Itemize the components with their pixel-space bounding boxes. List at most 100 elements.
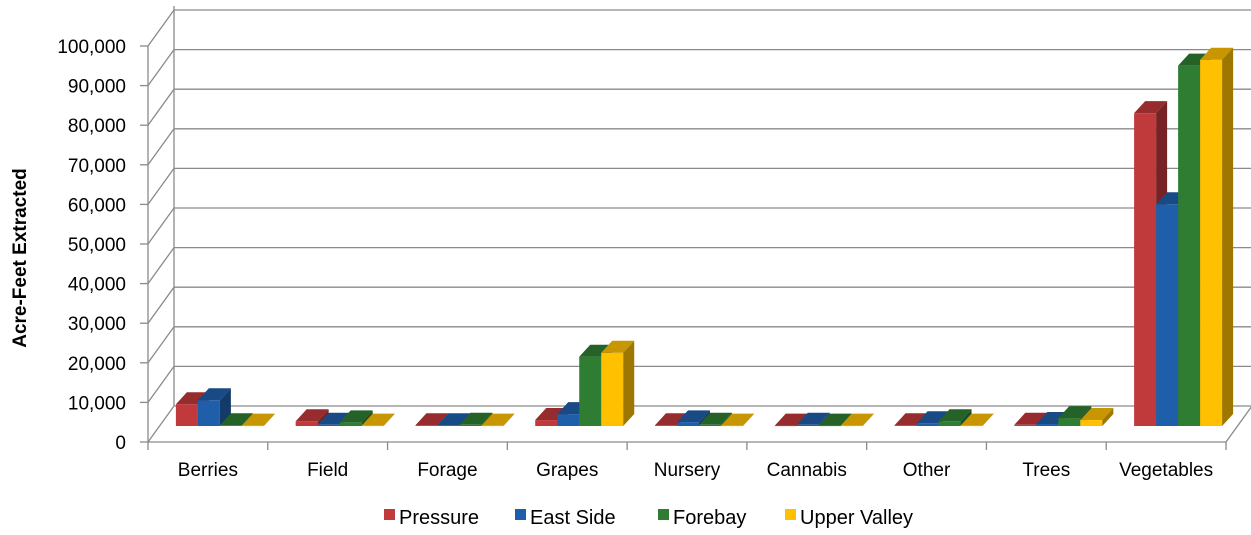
y-tick-label: 50,000 (68, 235, 126, 256)
bar-front (840, 425, 863, 427)
bar-front (197, 400, 220, 426)
bar-front (796, 424, 819, 426)
bar-side (361, 410, 373, 426)
x-category-label: Field (307, 460, 348, 481)
legend-swatch (515, 509, 526, 520)
bar-front (699, 424, 721, 426)
bar-side (862, 413, 874, 426)
y-tick-label: 40,000 (68, 275, 126, 296)
bar-front (175, 404, 198, 426)
bar-side (503, 413, 515, 426)
legend: Pressure East Side Forebay Upper Valley (384, 507, 913, 529)
legend-item: Pressure (384, 507, 479, 529)
x-category-label: Forage (417, 460, 477, 481)
x-category-label: Cannabis (767, 460, 847, 481)
bar-front (317, 424, 340, 426)
bar (339, 410, 373, 426)
x-category-label: Vegetables (1119, 460, 1213, 481)
x-category-labels: Berries Field Forage Grapes Nursery Cannabis O… (178, 460, 1213, 481)
bar-front (557, 414, 580, 426)
bar-front (535, 420, 558, 426)
bar-front (481, 425, 504, 427)
bar-front (219, 425, 242, 426)
bar-front (1014, 424, 1037, 426)
bars (175, 47, 1234, 427)
bar-front (818, 425, 841, 427)
legend-label: Upper Valley (800, 507, 913, 529)
legend-item: Upper Valley (785, 507, 913, 529)
y-tick-label: 100,000 (57, 37, 126, 58)
bar-front (241, 425, 264, 427)
legend-item: Forebay (658, 507, 746, 529)
bar-front (894, 425, 917, 426)
axes (140, 6, 1251, 450)
y-tick-label: 70,000 (68, 156, 126, 177)
bar-front (361, 425, 384, 427)
bar (481, 413, 515, 427)
bar-front (1156, 204, 1179, 426)
bar (241, 413, 275, 427)
legend-swatch (384, 509, 395, 520)
y-tick-label: 10,000 (68, 393, 126, 414)
bar-front (1178, 65, 1201, 426)
plot-area (148, 10, 1251, 442)
bar-front (1134, 113, 1157, 426)
bar (1200, 47, 1234, 426)
x-category-label: Grapes (536, 460, 598, 481)
bar (960, 413, 994, 427)
bar-side (982, 413, 994, 426)
bar (938, 409, 972, 426)
y-tick-label: 60,000 (68, 195, 126, 216)
bar-front (339, 422, 362, 426)
bar-front (579, 356, 602, 426)
grid (147, 9, 1251, 443)
bar-front (295, 421, 318, 426)
bar-side (960, 409, 972, 426)
x-category-label: Nursery (654, 460, 721, 481)
legend-label: East Side (530, 507, 616, 529)
legend-swatch (658, 509, 669, 520)
bar-front (677, 422, 699, 426)
bar-side (1222, 47, 1234, 426)
legend-swatch (785, 509, 796, 520)
bar-front (415, 425, 438, 426)
y-axis-label: Acre-Feet Extracted (10, 168, 31, 348)
y-tick-label: 30,000 (68, 314, 126, 335)
bar (721, 413, 754, 427)
bar (840, 413, 874, 427)
bar-front (437, 425, 460, 426)
bar-front (1200, 59, 1223, 426)
bar-front (601, 352, 624, 426)
bar-front (1080, 420, 1103, 426)
legend-item: East Side (515, 507, 616, 529)
legend-label: Pressure (399, 507, 479, 529)
bar (601, 340, 635, 426)
floor-edge (1225, 406, 1251, 443)
y-tick-label: 80,000 (68, 116, 126, 137)
x-category-label: Other (903, 460, 951, 481)
bar-front (916, 423, 939, 426)
bar-side (263, 413, 275, 426)
bar-side (743, 413, 754, 426)
bar (579, 344, 613, 426)
bar-front (938, 421, 961, 426)
x-category-label: Trees (1022, 460, 1070, 481)
bar (1080, 408, 1114, 426)
bar-front (459, 424, 482, 426)
bar-front (774, 425, 797, 427)
y-tick-label: 0 (115, 433, 126, 454)
legend-label: Forebay (673, 507, 746, 529)
bar-front (1058, 418, 1081, 426)
y-tick-label: 20,000 (68, 354, 126, 375)
bar-side (623, 340, 635, 426)
y-tick-label: 90,000 (68, 77, 126, 98)
x-category-label: Berries (178, 460, 238, 481)
bar-front (655, 425, 677, 426)
y-tick-labels: 0 10,000 20,000 30,000 40,000 50,000 60,000 70,… (57, 37, 126, 454)
bar-side (383, 413, 395, 426)
bar-front (960, 425, 983, 427)
bar-front (721, 425, 743, 427)
bar-side (1102, 408, 1114, 426)
bar-front (1036, 424, 1059, 426)
